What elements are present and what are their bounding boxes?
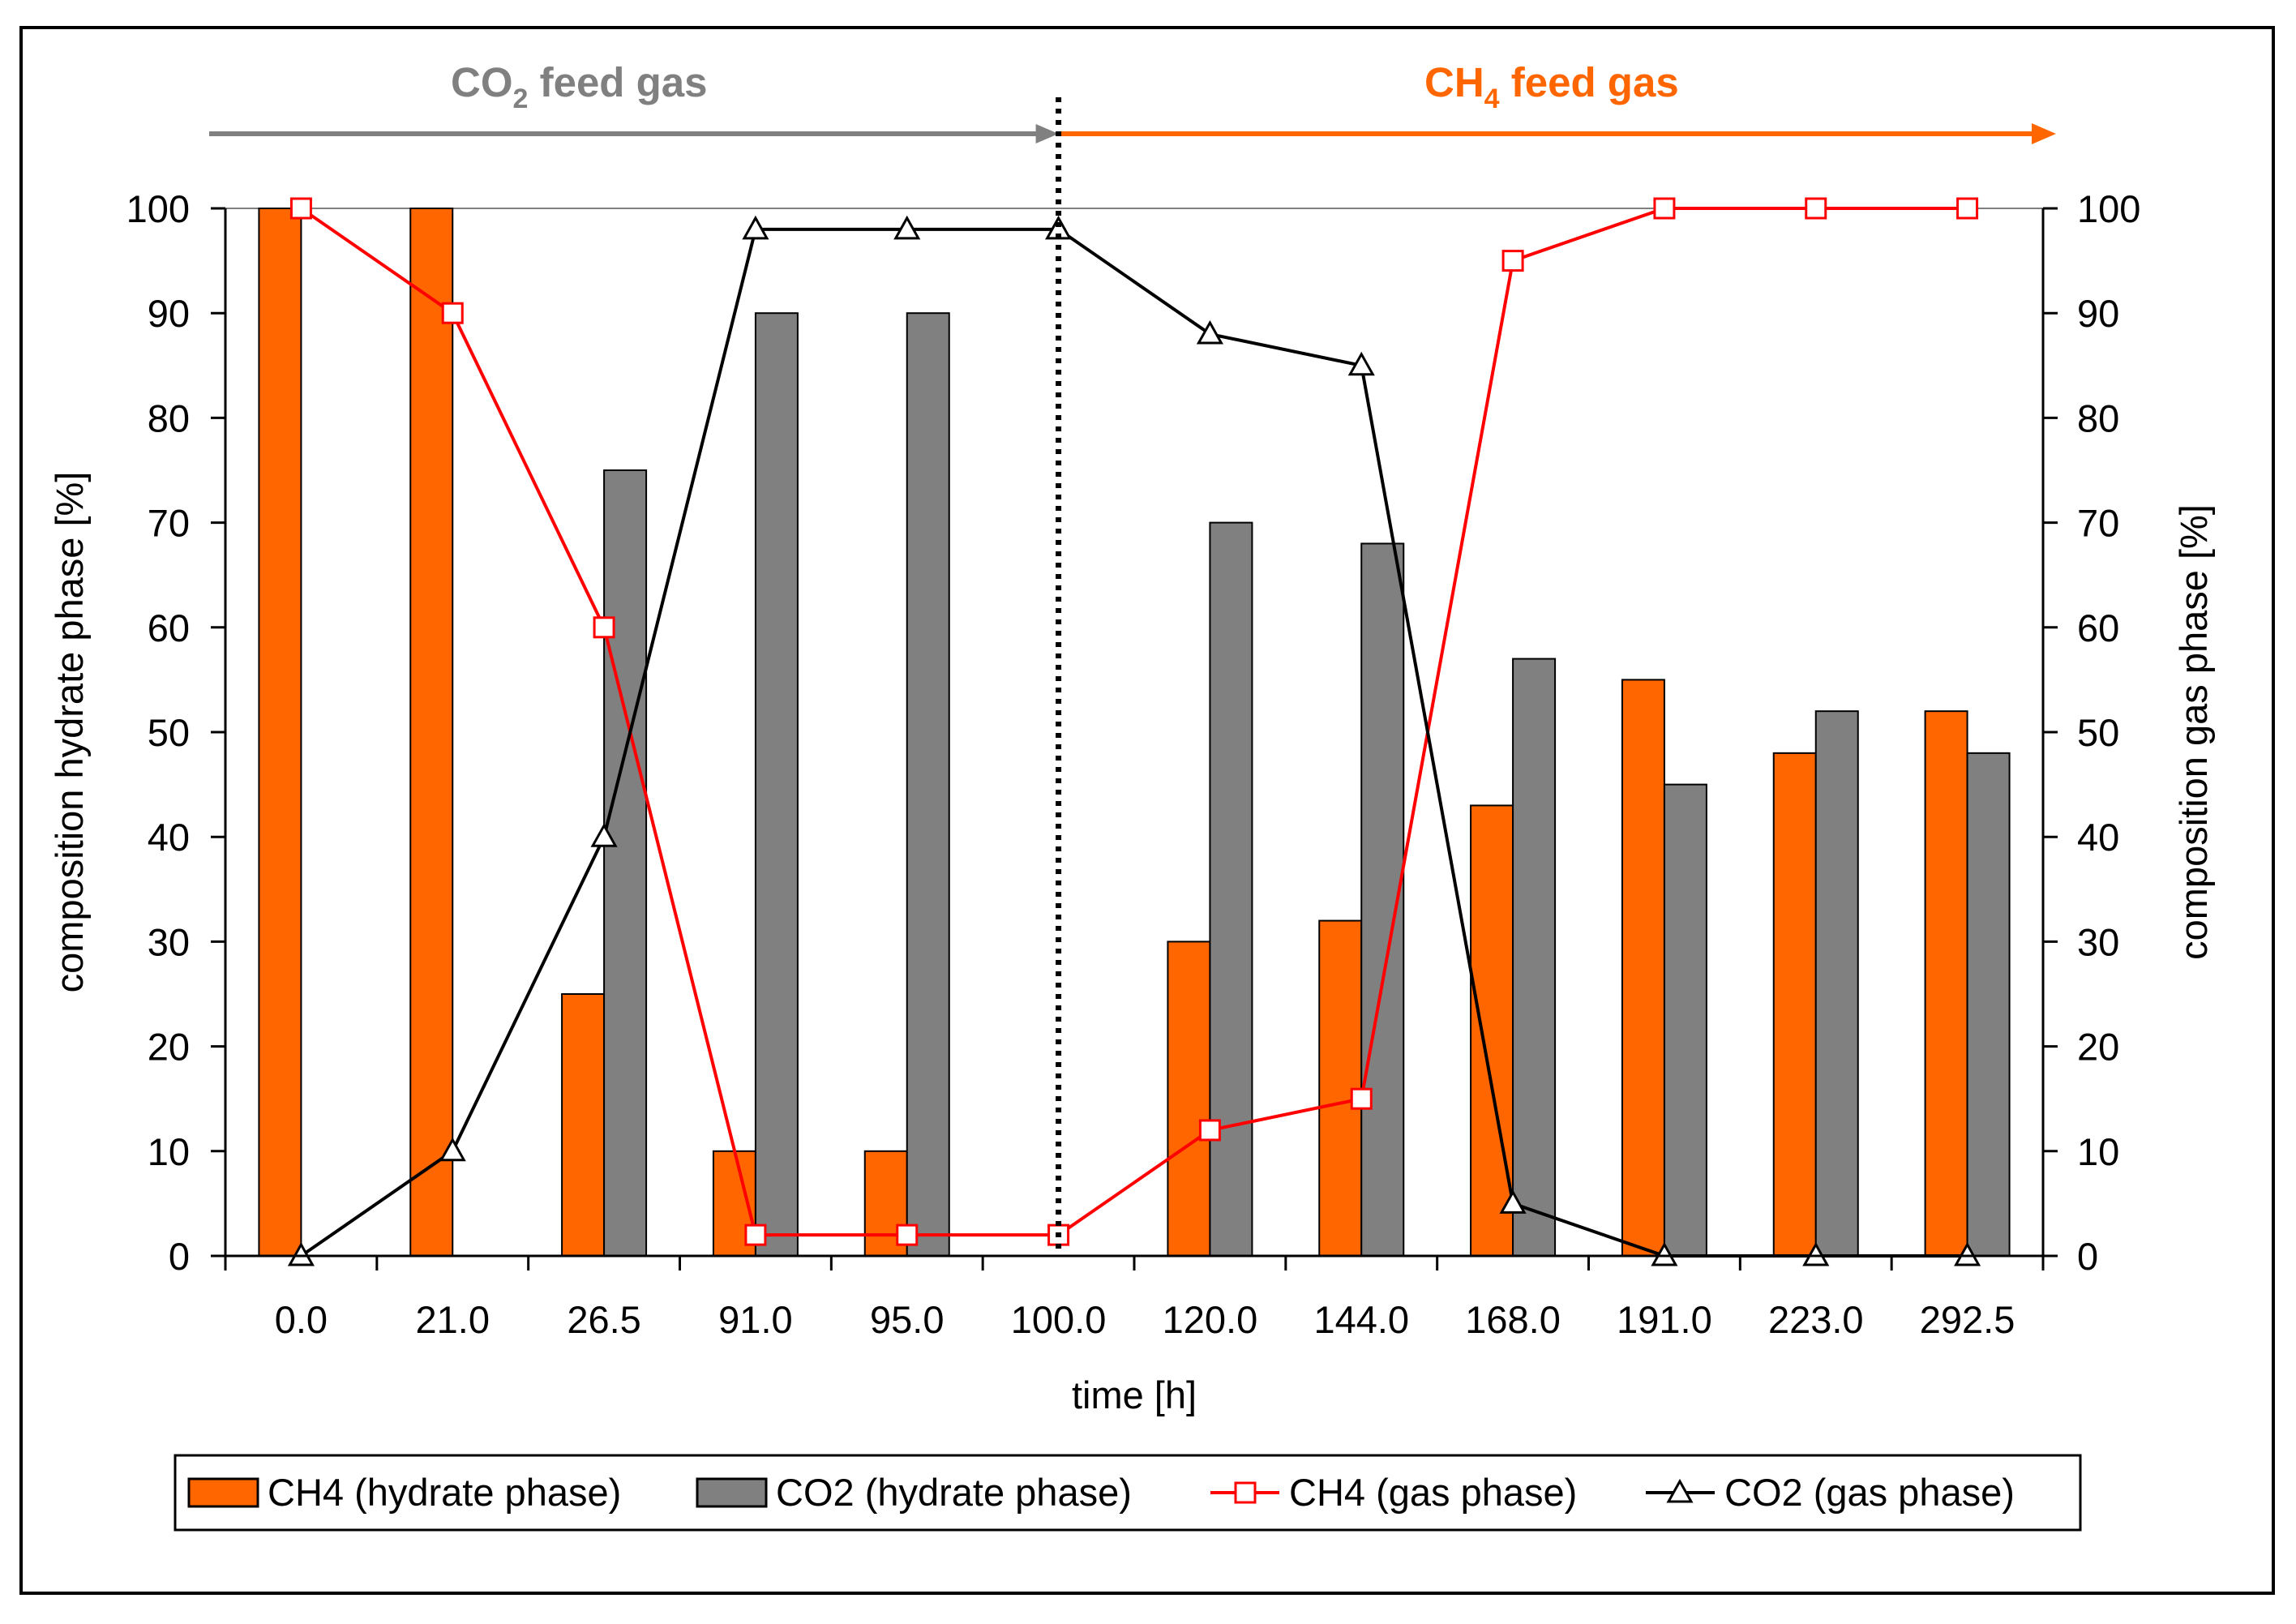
marker-ch4-gas-191.0 (1653, 197, 1676, 220)
x-tick-label-168.0: 168.0 (1465, 1298, 1561, 1341)
x-tick-label-292.5: 292.5 (1920, 1298, 2015, 1341)
y-right-tick-label-60: 60 (2077, 606, 2119, 649)
co2-feed-arrow-head (1035, 124, 1059, 144)
bar-ch4-hydrate-26.5 (561, 993, 606, 1257)
legend-label-co2-hydrate: CO2 (hydrate phase) (776, 1471, 1132, 1514)
bar-co2-hydrate-120.0 (1209, 521, 1253, 1257)
bar-co2-hydrate-91.0 (754, 312, 799, 1258)
line-ch4-gas (300, 207, 1968, 1237)
co2-feed-formula: CO (451, 59, 513, 105)
marker-co2-gas-168.0 (1499, 1189, 1527, 1214)
marker-ch4-gas-95.0 (896, 1223, 919, 1246)
marker-ch4-gas-91.0 (744, 1223, 767, 1246)
ch4-feed-label: CH4 feed gas (1424, 59, 1679, 114)
marker-ch4-gas-223.0 (1805, 197, 1827, 220)
y-left-tick-label-80: 80 (148, 396, 190, 439)
marker-co2-gas-120.0 (1196, 319, 1223, 345)
line-co2-gas (300, 227, 1968, 1258)
x-tick-label-91.0: 91.0 (718, 1298, 792, 1341)
x-axis-title: time [h] (1072, 1373, 1197, 1416)
y-right-tick-label-100: 100 (2077, 187, 2140, 230)
bar-co2-hydrate-168.0 (1512, 658, 1557, 1257)
marker-co2-gas-91.0 (742, 215, 769, 240)
chart-frame (19, 26, 2275, 1595)
y-left-tick-label-70: 70 (148, 502, 190, 545)
y-right-tick-label-20: 20 (2077, 1026, 2119, 1069)
bar-ch4-hydrate-191.0 (1621, 679, 1665, 1257)
y-left-tick-label-20: 20 (148, 1026, 190, 1069)
x-tick-label-26.5: 26.5 (567, 1298, 640, 1341)
legend-marker-co2-gas (1666, 1478, 1694, 1503)
bar-ch4-hydrate-0.0 (258, 208, 302, 1257)
bar-co2-hydrate-191.0 (1663, 783, 1707, 1257)
marker-co2-gas-144.0 (1347, 351, 1375, 376)
marker-ch4-gas-120.0 (1198, 1119, 1221, 1142)
bar-ch4-hydrate-223.0 (1772, 752, 1817, 1257)
legend-label-co2-gas: CO2 (gas phase) (1724, 1471, 2015, 1514)
legend-swatch-ch4-hydrate (187, 1477, 259, 1508)
marker-co2-gas-26.5 (590, 823, 618, 847)
marker-co2-gas-95.0 (893, 215, 921, 240)
bar-ch4-hydrate-21.0 (409, 208, 454, 1257)
y-left-tick-label-0: 0 (169, 1235, 190, 1278)
marker-co2-gas-21.0 (439, 1137, 466, 1162)
bar-co2-hydrate-95.0 (906, 312, 950, 1258)
y-right-tick-label-40: 40 (2077, 816, 2119, 859)
co2-feed-label: CO2 feed gas (451, 59, 708, 114)
x-tick-label-120.0: 120.0 (1163, 1298, 1258, 1341)
x-tick-label-100.0: 100.0 (1011, 1298, 1107, 1341)
x-tick-label-95.0: 95.0 (870, 1298, 944, 1341)
bars-layer (258, 208, 2011, 1258)
x-tick-label-21.0: 21.0 (416, 1298, 490, 1341)
bar-ch4-hydrate-292.5 (1924, 710, 1968, 1257)
x-tick-label-0.0: 0.0 (275, 1298, 328, 1341)
x-tick-label-144.0: 144.0 (1313, 1298, 1409, 1341)
marker-ch4-gas-168.0 (1501, 250, 1524, 272)
y-left-tick-label-100: 100 (126, 187, 190, 230)
y-left-tick-label-40: 40 (148, 816, 190, 859)
y-left-tick-label-50: 50 (148, 711, 190, 754)
legend-swatch-co2-hydrate (696, 1477, 768, 1508)
y-right-tick-label-80: 80 (2077, 396, 2119, 439)
bar-co2-hydrate-26.5 (603, 469, 648, 1257)
legend-box (173, 1454, 2082, 1532)
ch4-feed-arrow-head (2032, 123, 2056, 144)
y-left-tick-label-90: 90 (148, 292, 190, 335)
marker-ch4-gas-144.0 (1350, 1087, 1373, 1110)
x-tick-label-223.0: 223.0 (1768, 1298, 1864, 1341)
bar-ch4-hydrate-168.0 (1470, 804, 1514, 1257)
y-axis-title-right: composition gas phase [%] (2172, 504, 2215, 960)
y-left-tick-label-10: 10 (148, 1130, 190, 1173)
co2-feed-subscript: 2 (513, 84, 529, 114)
lines-layer (287, 197, 1981, 1266)
marker-ch4-gas-0.0 (289, 197, 312, 220)
ch4-feed-formula: CH (1424, 59, 1484, 105)
bar-co2-hydrate-223.0 (1814, 710, 1859, 1257)
marker-ch4-gas-292.5 (1956, 197, 1979, 220)
co2-feed-suffix: feed gas (528, 59, 707, 105)
marker-ch4-gas-26.5 (593, 616, 615, 639)
bar-ch4-hydrate-120.0 (1167, 941, 1211, 1258)
legend: CH4 (hydrate phase) CO2 (hydrate phase) … (173, 1454, 2082, 1532)
annotations: CO2 feed gas CH4 feed gas (209, 59, 2056, 1256)
axes-layer: 0 0 10 10 20 20 30 30 40 40 50 50 60 60 70 70 80 80 90 90 10… (48, 187, 2215, 1416)
ch4-feed-subscript: 4 (1484, 84, 1500, 114)
legend-label-ch4-hydrate: CH4 (hydrate phase) (268, 1471, 621, 1514)
y-right-tick-label-70: 70 (2077, 502, 2119, 545)
marker-ch4-gas-21.0 (441, 302, 464, 324)
y-left-tick-label-30: 30 (148, 920, 190, 963)
x-tick-label-191.0: 191.0 (1617, 1298, 1712, 1341)
ch4-feed-suffix: feed gas (1500, 59, 1679, 105)
legend-marker-ch4-gas (1234, 1481, 1257, 1504)
y-right-tick-label-10: 10 (2077, 1130, 2119, 1173)
y-right-tick-label-90: 90 (2077, 292, 2119, 335)
legend-label-ch4-gas: CH4 (gas phase) (1289, 1471, 1577, 1514)
y-left-tick-label-60: 60 (148, 606, 190, 649)
bar-co2-hydrate-292.5 (1966, 752, 2011, 1257)
y-right-tick-label-30: 30 (2077, 920, 2119, 963)
y-axis-title-left: composition hydrate phase [%] (48, 472, 91, 993)
y-right-tick-label-50: 50 (2077, 711, 2119, 754)
y-right-tick-label-0: 0 (2077, 1235, 2098, 1278)
